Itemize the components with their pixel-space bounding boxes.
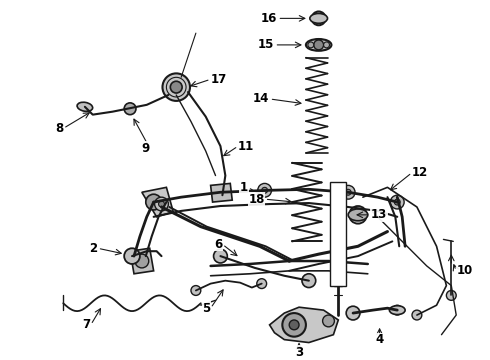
Circle shape xyxy=(394,199,400,205)
Circle shape xyxy=(345,189,351,195)
Text: 12: 12 xyxy=(412,166,428,179)
Circle shape xyxy=(316,15,321,21)
Circle shape xyxy=(124,103,136,114)
Text: 18: 18 xyxy=(248,193,265,206)
Text: 13: 13 xyxy=(371,208,387,221)
Circle shape xyxy=(258,183,271,197)
Polygon shape xyxy=(270,307,338,343)
Circle shape xyxy=(322,315,334,327)
Circle shape xyxy=(163,73,190,101)
Text: 4: 4 xyxy=(375,333,384,346)
Text: 8: 8 xyxy=(55,122,63,135)
Polygon shape xyxy=(130,248,154,274)
Polygon shape xyxy=(142,187,173,217)
Ellipse shape xyxy=(77,102,93,111)
Ellipse shape xyxy=(348,209,368,221)
Text: 7: 7 xyxy=(83,318,91,331)
Circle shape xyxy=(282,313,306,337)
Text: 17: 17 xyxy=(211,73,227,86)
Circle shape xyxy=(412,310,422,320)
Text: 14: 14 xyxy=(253,93,270,105)
Circle shape xyxy=(391,195,404,209)
Text: 5: 5 xyxy=(202,302,211,315)
Circle shape xyxy=(135,254,149,268)
Circle shape xyxy=(349,206,367,224)
Bar xyxy=(330,183,346,285)
Text: 3: 3 xyxy=(295,346,303,359)
Circle shape xyxy=(159,201,165,207)
Ellipse shape xyxy=(310,13,327,23)
Text: 16: 16 xyxy=(261,12,277,25)
Text: 6: 6 xyxy=(214,238,222,251)
Circle shape xyxy=(171,81,182,93)
Circle shape xyxy=(262,187,268,193)
Polygon shape xyxy=(211,183,232,202)
Circle shape xyxy=(124,248,140,264)
Circle shape xyxy=(392,305,402,315)
Circle shape xyxy=(312,12,325,25)
Circle shape xyxy=(323,42,329,48)
Circle shape xyxy=(308,42,314,48)
Circle shape xyxy=(446,291,456,300)
Circle shape xyxy=(214,249,227,263)
Circle shape xyxy=(354,211,362,219)
Text: 9: 9 xyxy=(142,141,150,154)
Circle shape xyxy=(257,279,267,288)
Circle shape xyxy=(341,185,355,199)
Circle shape xyxy=(155,197,169,211)
Circle shape xyxy=(314,40,323,50)
Circle shape xyxy=(289,320,299,330)
Circle shape xyxy=(346,306,360,320)
Ellipse shape xyxy=(390,306,405,315)
Circle shape xyxy=(191,285,201,296)
Ellipse shape xyxy=(306,39,331,51)
Circle shape xyxy=(146,194,162,210)
Text: 11: 11 xyxy=(238,140,254,153)
Text: 1: 1 xyxy=(240,181,248,194)
Text: 10: 10 xyxy=(456,264,472,277)
Text: 15: 15 xyxy=(258,39,274,51)
Text: 2: 2 xyxy=(90,242,98,255)
Circle shape xyxy=(302,274,316,288)
